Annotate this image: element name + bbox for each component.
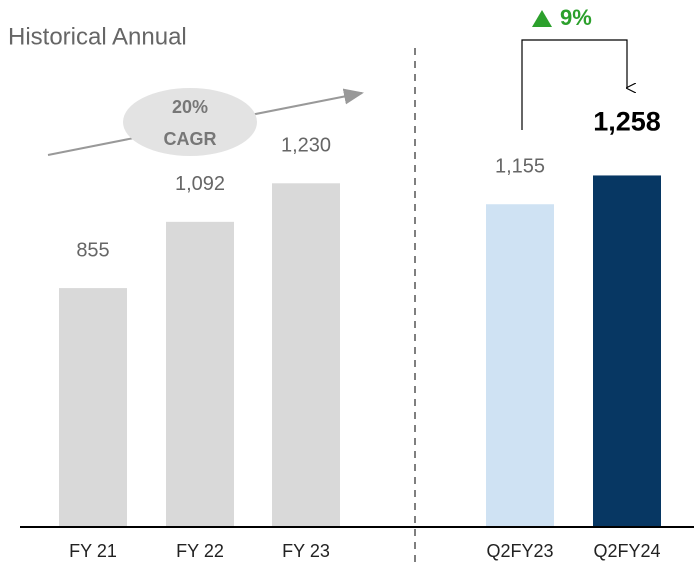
value-label: 1,258 [593,107,661,137]
x-tick-label: Q2FY24 [593,541,660,561]
bar [166,221,234,527]
up-triangle [532,10,552,27]
x-tick-label: FY 22 [176,541,224,561]
value-label: 1,230 [281,135,331,157]
chart-title: Historical Annual [8,23,187,50]
cagr-label: CAGR [164,129,217,149]
x-tick-label: Q2FY23 [486,541,553,561]
value-label: 1,092 [175,173,225,195]
x-tick-label: FY 23 [282,541,330,561]
bar [59,288,127,527]
growth-bracket [521,39,627,130]
bar [486,204,554,527]
cagr-bubble [123,88,257,156]
value-label: 855 [76,239,109,261]
growth-label: 9% [560,5,592,30]
bar [272,183,340,528]
bar [593,175,661,527]
cagr-value: 20% [172,97,208,117]
x-tick-label: FY 21 [69,541,117,561]
value-label: 1,155 [495,156,545,178]
